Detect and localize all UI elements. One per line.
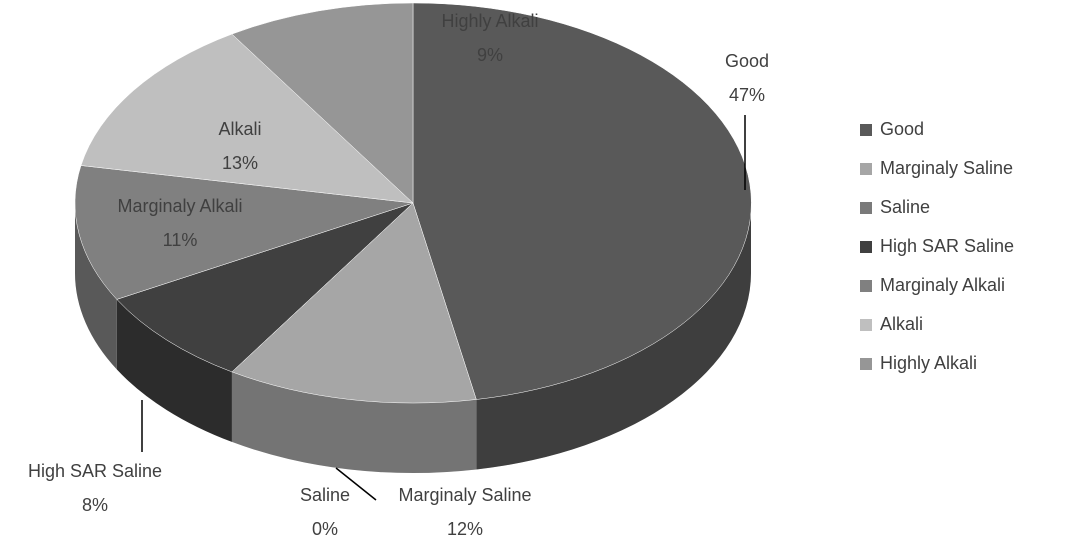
data-label-name: Marginaly Alkali — [117, 196, 242, 216]
legend-swatch — [860, 280, 872, 292]
slice — [231, 2, 414, 204]
legend-swatch — [860, 124, 872, 136]
slice-side-shade — [231, 371, 477, 474]
legend-label: Marginaly Saline — [880, 158, 1013, 178]
data-label-value: 8% — [82, 495, 108, 515]
slice — [231, 202, 477, 404]
slice-side — [116, 299, 232, 442]
data-label-value: 12% — [447, 519, 483, 539]
slice — [412, 2, 752, 400]
legend-label: Alkali — [880, 314, 923, 334]
leader-line — [335, 467, 377, 501]
legend-label: Saline — [880, 197, 930, 217]
data-label-value: 13% — [222, 153, 258, 173]
data-label-value: 11% — [163, 230, 198, 250]
legend-swatch — [860, 202, 872, 214]
data-label-name: Highly Alkali — [441, 11, 538, 31]
legend-label: High SAR Saline — [880, 236, 1014, 256]
legend-label: Highly Alkali — [880, 353, 977, 373]
data-label-name: Marginaly Saline — [398, 485, 531, 505]
legend-swatch — [860, 241, 872, 253]
legend-label: Marginaly Alkali — [880, 275, 1005, 295]
slice-side — [74, 203, 117, 370]
data-label-name: Good — [725, 51, 769, 71]
legend-swatch — [860, 319, 872, 331]
legend-swatch — [860, 358, 872, 370]
data-label-value: 0% — [312, 519, 338, 539]
slice-side-shade — [74, 203, 117, 370]
slice — [116, 202, 414, 373]
slice-side — [231, 371, 477, 474]
slice — [74, 165, 414, 300]
legend-swatch — [860, 163, 872, 175]
data-label-name: Alkali — [218, 119, 261, 139]
legend-label: Good — [880, 119, 924, 139]
slice-side-shade — [476, 203, 752, 470]
data-label-name: High SAR Saline — [28, 461, 162, 481]
data-label-value: 9% — [477, 45, 503, 65]
slice — [80, 33, 414, 204]
slice-side — [476, 203, 752, 470]
data-label-value: 47% — [729, 85, 765, 105]
data-label-name: Saline — [300, 485, 350, 505]
slice-side-shade — [116, 299, 232, 442]
